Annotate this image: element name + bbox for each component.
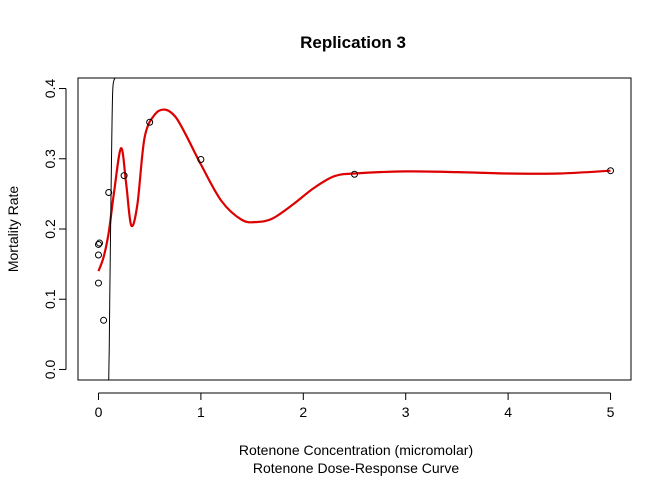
fitted-curve-line: [97, 108, 611, 272]
data-point: [94, 240, 102, 248]
data-point: [96, 239, 104, 247]
x-tick-label: 0: [95, 404, 103, 420]
x-axis: 0 1 2 3 4 5: [95, 392, 615, 420]
data-point: [94, 251, 102, 259]
series-layer: [94, 78, 615, 380]
data-point: [146, 118, 154, 126]
data-point: [94, 279, 102, 287]
y-tick-label: 0.4: [42, 79, 58, 99]
chart-subtitle: Rotenone Dose-Response Curve: [253, 460, 459, 476]
y-axis: 0.0 0.1 0.2 0.3 0.4: [42, 79, 67, 380]
plot-frame: [77, 77, 632, 381]
data-point: [607, 167, 615, 175]
data-point: [197, 155, 205, 163]
data-point: [120, 172, 128, 180]
chart-title: Replication 3: [300, 33, 406, 52]
y-tick-label: 0.3: [42, 149, 58, 169]
data-point: [100, 316, 108, 324]
y-tick-label: 0.2: [42, 219, 58, 239]
x-tick-label: 4: [504, 404, 512, 420]
x-tick-label: 1: [197, 404, 205, 420]
data-point: [351, 170, 358, 178]
black-curve-line: [108, 78, 116, 380]
x-axis-label: Rotenone Concentration (micromolar): [239, 442, 473, 458]
y-tick-label: 0.0: [42, 360, 58, 380]
x-tick-label: 3: [402, 404, 410, 420]
x-tick-label: 2: [299, 404, 307, 420]
data-point: [105, 188, 113, 196]
x-tick-label: 5: [607, 404, 615, 420]
y-tick-label: 0.1: [42, 289, 58, 309]
y-axis-label: Mortality Rate: [5, 186, 21, 273]
